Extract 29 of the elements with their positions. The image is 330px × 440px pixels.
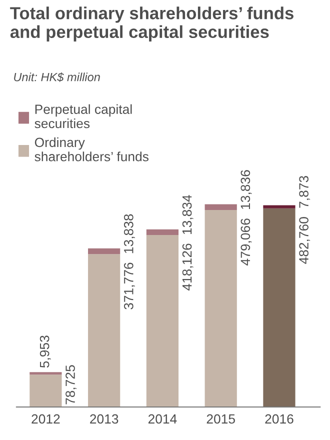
data-label: 13,838 bbox=[124, 214, 135, 254]
x-tick-label: 2015 bbox=[206, 414, 235, 424]
data-label: 5,953 bbox=[40, 336, 51, 368]
bar bbox=[30, 372, 62, 375]
bar bbox=[88, 248, 120, 254]
data-label: 482,760 bbox=[299, 217, 310, 264]
data-label: 371,776 bbox=[124, 262, 135, 310]
data-label: 13,834 bbox=[182, 195, 194, 234]
data-label: 418,126 bbox=[182, 244, 194, 291]
data-label: 479,066 bbox=[240, 218, 252, 266]
x-tick-label: 2013 bbox=[90, 414, 118, 424]
data-label: 78,725 bbox=[66, 365, 76, 404]
x-tick-label: 2014 bbox=[148, 414, 177, 424]
bar bbox=[204, 204, 237, 210]
bar bbox=[146, 235, 179, 407]
bar bbox=[88, 254, 120, 407]
bar bbox=[263, 205, 296, 208]
x-tick-label: 2012 bbox=[32, 414, 60, 424]
data-label: 13,836 bbox=[240, 170, 252, 209]
legend-label: Ordinary shareholders’ funds bbox=[34, 137, 148, 162]
bar bbox=[263, 208, 296, 407]
x-tick-label: 2016 bbox=[265, 414, 294, 424]
legend-label: Perpetual capital securities bbox=[34, 104, 132, 128]
bar bbox=[30, 374, 62, 407]
chart-title: Total ordinary shareholders’ funds and perpetual capital securities bbox=[10, 6, 294, 42]
bar bbox=[146, 229, 179, 236]
data-label: 7,873 bbox=[299, 176, 310, 208]
bar bbox=[204, 210, 237, 407]
chart-subtitle: Unit: HK$ million bbox=[14, 72, 100, 82]
